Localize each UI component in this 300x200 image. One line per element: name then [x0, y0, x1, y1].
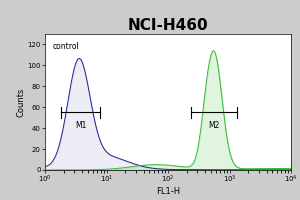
Title: NCI-H460: NCI-H460	[128, 18, 208, 33]
Text: control: control	[52, 42, 79, 51]
X-axis label: FL1-H: FL1-H	[156, 187, 180, 196]
Text: M2: M2	[208, 121, 220, 130]
Y-axis label: Counts: Counts	[17, 87, 26, 117]
Text: M1: M1	[75, 121, 86, 130]
